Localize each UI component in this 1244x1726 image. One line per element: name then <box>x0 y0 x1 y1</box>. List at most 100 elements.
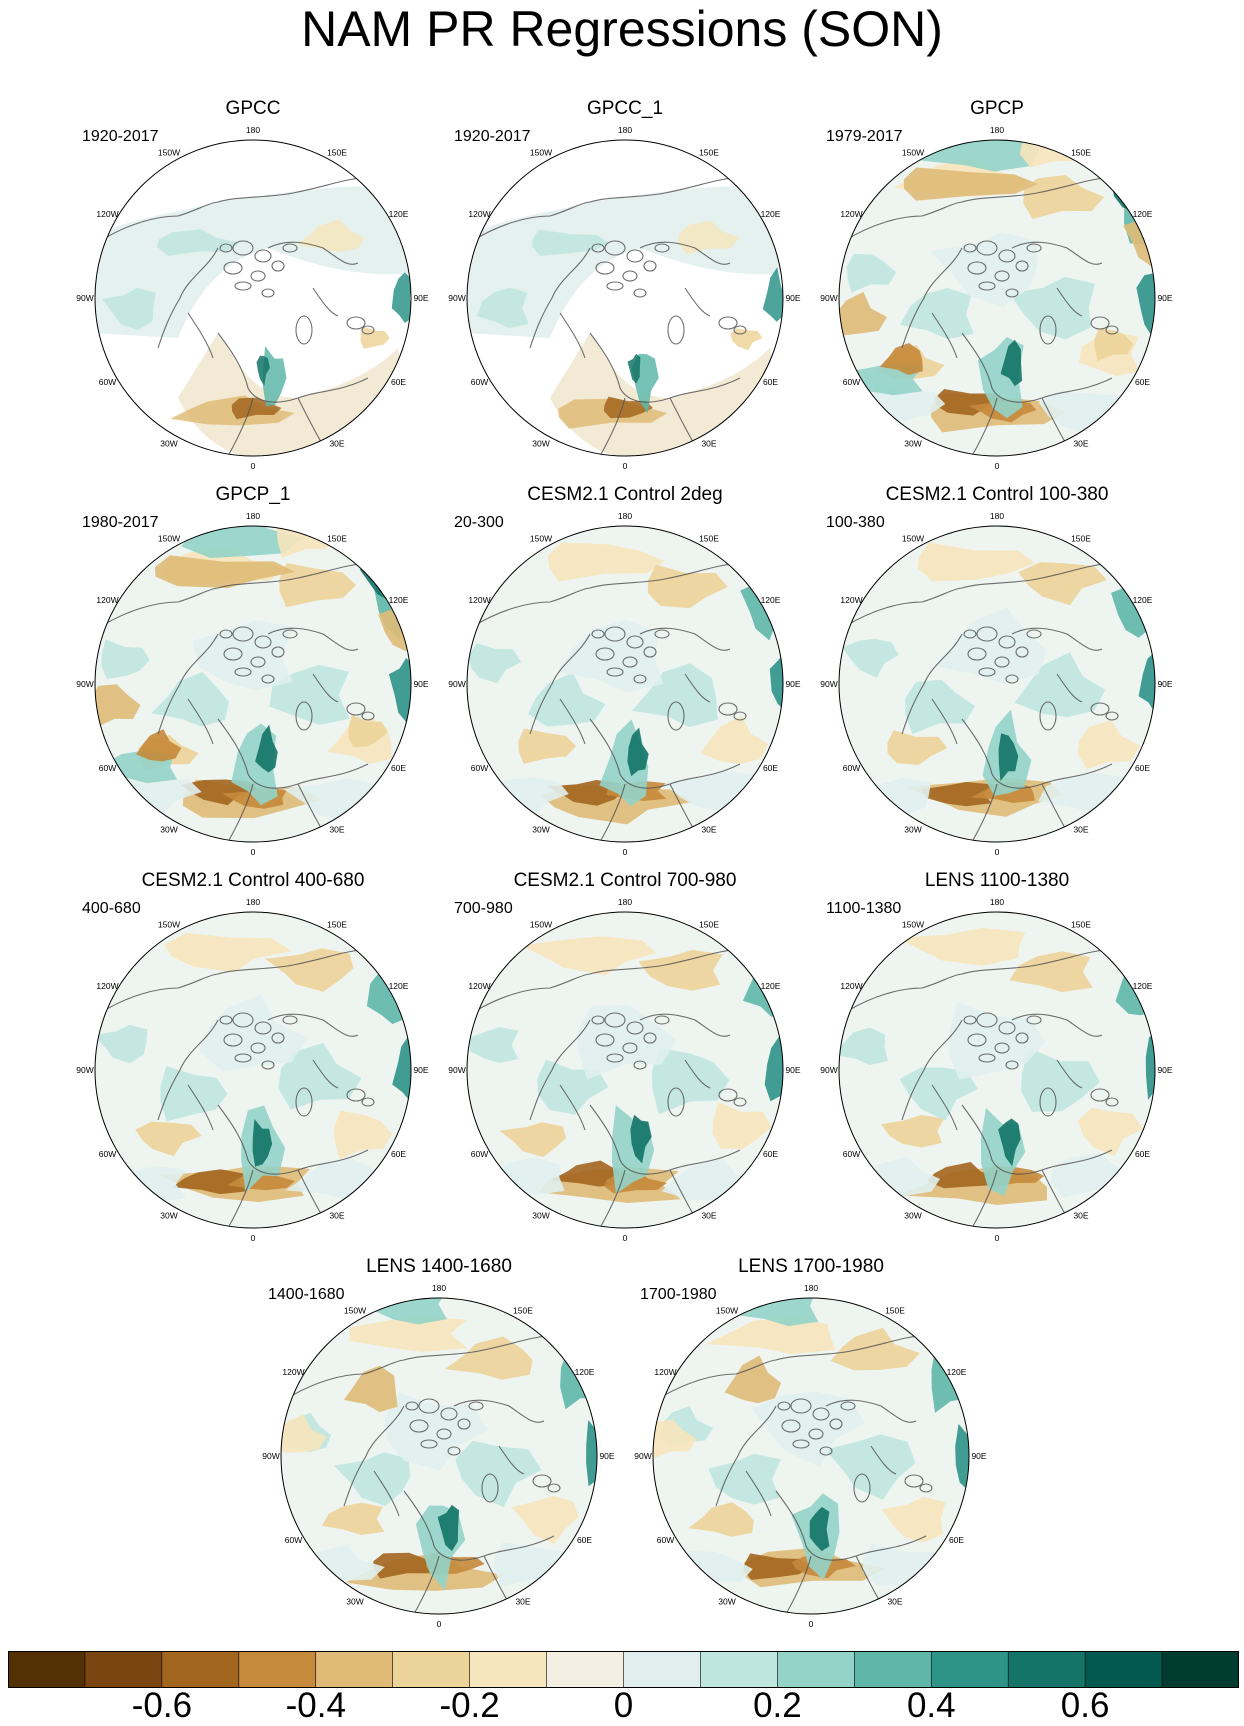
lon-60w-label: 60W <box>657 1535 674 1545</box>
lon-0-label: 0 <box>623 461 628 471</box>
lon-0-label: 0 <box>623 847 628 857</box>
lon-150e-label: 150E <box>513 1306 533 1316</box>
lon-0-label: 0 <box>995 1233 1000 1243</box>
lon-120e-label: 120E <box>1133 981 1153 991</box>
lon-120w-label: 120W <box>468 981 490 991</box>
lon-150w-label: 150W <box>158 534 180 544</box>
lon-180-label: 180 <box>246 125 260 135</box>
lon-90w-label: 90W <box>76 1065 93 1075</box>
colorbar-tick-label: -0.4 <box>285 1686 346 1725</box>
lon-60e-label: 60E <box>949 1535 964 1545</box>
panel-period: 1700-1980 <box>640 1286 717 1303</box>
lon-120e-label: 120E <box>1133 209 1153 219</box>
colorbar-swatch <box>161 1651 240 1688</box>
lon-30e-label: 30E <box>1073 1211 1088 1221</box>
lon-60e-label: 60E <box>763 763 778 773</box>
polar-map: 180 150E 120E 90E 60E 30E 0 30W 60W 90W 120W 150W <box>76 125 429 471</box>
lon-150w-label: 150W <box>158 148 180 158</box>
panel-period: 1920-2017 <box>454 128 531 145</box>
colorbar-swatch <box>623 1651 701 1688</box>
lon-90w-label: 90W <box>448 679 465 689</box>
lon-60e-label: 60E <box>1135 1149 1150 1159</box>
lon-0-label: 0 <box>623 1233 628 1243</box>
panel-title: LENS 1100-1380 <box>924 870 1070 891</box>
lon-180-label: 180 <box>618 125 632 135</box>
lon-120w-label: 120W <box>96 595 118 605</box>
panel-title: GPCC <box>225 98 281 119</box>
lon-120w-label: 120W <box>840 209 862 219</box>
lon-90w-label: 90W <box>820 293 837 303</box>
map-panel: 180 150E 120E 90E 60E 30E 0 30W 60W 90W 120W 150W LE… <box>626 1256 996 1636</box>
colorbar-swatch <box>931 1651 1009 1688</box>
lon-60w-label: 60W <box>471 377 488 387</box>
lon-120w-label: 120W <box>282 1367 304 1377</box>
lon-0-label: 0 <box>251 847 256 857</box>
map-panel: 180 150E 120E 90E 60E 30E 0 30W 60W 90W 120W 150W CE… <box>440 484 810 864</box>
lon-30e-label: 30E <box>1073 439 1088 449</box>
polar-map: 180 150E 120E 90E 60E 30E 0 30W 60W 90W 120W 150W <box>76 511 429 857</box>
colorbar-swatch <box>8 1651 86 1688</box>
panel-title: GPCP_1 <box>215 484 291 505</box>
lon-150e-label: 150E <box>699 920 719 930</box>
lon-150w-label: 150W <box>530 534 552 544</box>
lon-120w-label: 120W <box>96 981 118 991</box>
lon-150w-label: 150W <box>716 1306 738 1316</box>
lon-90e-label: 90E <box>413 1065 428 1075</box>
panel-period: 1920-2017 <box>82 128 159 145</box>
lon-120e-label: 120E <box>1133 595 1153 605</box>
lon-0-label: 0 <box>251 1233 256 1243</box>
lon-150w-label: 150W <box>902 534 924 544</box>
lon-90w-label: 90W <box>448 293 465 303</box>
panel-period: 400-680 <box>82 900 141 917</box>
lon-90w-label: 90W <box>634 1451 651 1461</box>
lon-120e-label: 120E <box>389 209 409 219</box>
lon-120e-label: 120E <box>389 595 409 605</box>
lon-60w-label: 60W <box>99 377 116 387</box>
colorbar-swatch <box>238 1651 317 1688</box>
lon-30e-label: 30E <box>515 1597 530 1607</box>
polar-map: 180 150E 120E 90E 60E 30E 0 30W 60W 90W 120W 150W <box>448 511 801 857</box>
figure-title: NAM PR Regressions (SON) <box>301 1 943 57</box>
colorbar-swatch <box>1085 1651 1163 1688</box>
colorbar-labels: -0.6 -0.4 -0.2 0 0.2 0.4 0.6 <box>8 1688 1239 1724</box>
colorbar-swatch <box>1162 1651 1239 1688</box>
polar-map: 180 150E 120E 90E 60E 30E 0 30W 60W 90W 120W 150W <box>820 125 1173 471</box>
lon-30e-label: 30E <box>329 1211 344 1221</box>
lon-30w-label: 30W <box>532 439 549 449</box>
colorbar-tick-label: 0 <box>613 1686 634 1725</box>
lon-60e-label: 60E <box>391 763 406 773</box>
lon-30e-label: 30E <box>329 439 344 449</box>
polar-map: 180 150E 120E 90E 60E 30E 0 30W 60W 90W 120W 150W <box>634 1283 987 1629</box>
colorbar-tick-label: 0.6 <box>1060 1686 1110 1725</box>
lon-0-label: 0 <box>995 847 1000 857</box>
lon-90w-label: 90W <box>820 1065 837 1075</box>
lon-60e-label: 60E <box>391 1149 406 1159</box>
lon-90w-label: 90W <box>76 293 93 303</box>
lon-30e-label: 30E <box>701 1211 716 1221</box>
panel-title: CESM2.1 Control 400-680 <box>141 870 365 891</box>
lon-120e-label: 120E <box>761 981 781 991</box>
lon-60e-label: 60E <box>391 377 406 387</box>
lon-120w-label: 120W <box>468 595 490 605</box>
lon-30e-label: 30E <box>887 1597 902 1607</box>
panel-title: CESM2.1 Control 2deg <box>527 484 723 505</box>
lon-120e-label: 120E <box>575 1367 595 1377</box>
lon-180-label: 180 <box>804 1283 818 1293</box>
colorbar-swatch <box>84 1651 163 1688</box>
lon-60w-label: 60W <box>843 377 860 387</box>
panel-period: 1100-1380 <box>826 900 902 917</box>
panel-title: CESM2.1 Control 100-380 <box>885 484 1109 505</box>
lon-0-label: 0 <box>809 1619 814 1629</box>
map-panels: 180 150E 120E 90E 60E 30E 0 30W 60W 90W 120W 150W GP… <box>68 98 1173 1636</box>
lon-30w-label: 30W <box>904 439 921 449</box>
map-panel: 180 150E 120E 90E 60E 30E 0 30W 60W 90W 120W 150W GP… <box>68 484 438 864</box>
lon-150e-label: 150E <box>1071 148 1091 158</box>
lon-90e-label: 90E <box>1157 1065 1172 1075</box>
lon-30w-label: 30W <box>346 1597 363 1607</box>
polar-map: 180 150E 120E 90E 60E 30E 0 30W 60W 90W 120W 150W <box>820 511 1173 857</box>
lon-0-label: 0 <box>437 1619 442 1629</box>
lon-150w-label: 150W <box>530 148 552 158</box>
lon-150e-label: 150E <box>699 534 719 544</box>
map-panel: 180 150E 120E 90E 60E 30E 0 30W 60W 90W 120W 150W CE… <box>440 870 810 1250</box>
lon-60e-label: 60E <box>1135 377 1150 387</box>
